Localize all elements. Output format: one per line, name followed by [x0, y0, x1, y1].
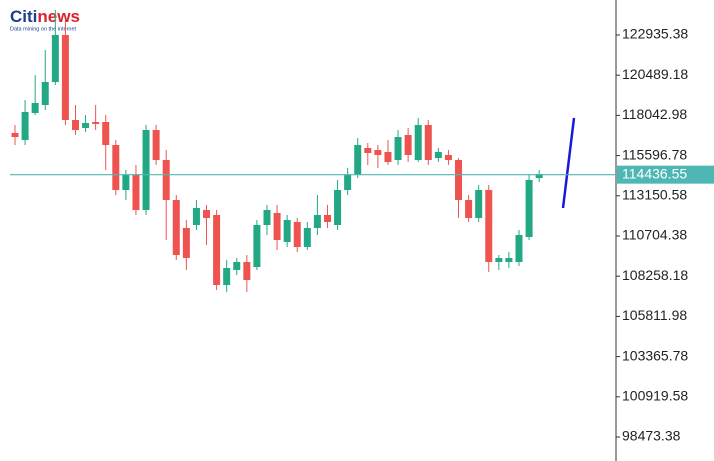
y-tick-label: 113150.58 — [622, 187, 687, 203]
candle-body — [162, 159, 170, 200]
candle-body — [293, 222, 301, 247]
candle-body — [434, 152, 442, 159]
candle-body — [61, 35, 69, 120]
logo-tagline: Data mining on the internet — [10, 26, 77, 32]
candle-body — [71, 119, 79, 131]
candle-body — [525, 179, 533, 238]
candle-body — [11, 132, 19, 138]
logo-text: Citinews — [10, 7, 80, 26]
candle-body — [223, 268, 231, 286]
y-tick-label: 120489.18 — [622, 66, 688, 82]
candle-body — [92, 122, 100, 124]
candle-body — [334, 190, 342, 225]
logo-main: Citi — [10, 7, 37, 26]
candle-body — [263, 210, 271, 225]
candle-body — [182, 228, 190, 258]
candle-body — [414, 124, 422, 160]
candle-body — [283, 219, 291, 243]
price-label-box — [617, 165, 714, 184]
candle-body — [303, 228, 311, 247]
candle-body — [515, 235, 523, 263]
candle-body — [41, 82, 49, 105]
y-tick-label: 110704.38 — [622, 227, 687, 243]
candle-body — [535, 174, 543, 179]
candle-body — [233, 262, 241, 271]
candle-body — [82, 123, 90, 129]
candle-body — [192, 208, 200, 225]
candle-body — [132, 175, 140, 211]
y-tick-label: 103365.78 — [622, 347, 688, 363]
candle-body — [112, 144, 120, 191]
candle-body — [51, 35, 59, 83]
projection-line — [561, 117, 576, 209]
y-tick-label: 98473.38 — [622, 428, 681, 444]
candle-body — [505, 257, 513, 263]
y-tick-label: 115596.78 — [622, 146, 687, 162]
y-tick-label: 108258.18 — [622, 267, 688, 283]
candle-body — [142, 130, 150, 211]
candle-body — [394, 137, 402, 160]
candle-body — [495, 257, 503, 263]
candle-body — [424, 124, 432, 160]
candle-body — [344, 175, 352, 191]
candle-body — [374, 150, 382, 156]
candle-body — [152, 130, 160, 160]
candle-body — [243, 262, 251, 280]
candle-body — [485, 190, 493, 263]
candle-body — [444, 155, 452, 160]
candle-body — [313, 215, 321, 229]
candle-body — [172, 199, 180, 256]
candle-body — [404, 135, 412, 156]
candle-body — [384, 152, 392, 163]
candle-body — [323, 215, 331, 223]
candle-body — [122, 175, 130, 191]
candle-body — [354, 144, 362, 176]
candle-body — [21, 111, 29, 140]
candle-body — [465, 199, 473, 219]
y-tick-label: 100919.58 — [622, 388, 688, 404]
candle-body — [273, 212, 281, 240]
y-tick-label: 118042.98 — [622, 106, 687, 122]
candle-body — [102, 122, 110, 145]
candle-body — [253, 224, 261, 267]
candle-body — [475, 190, 483, 219]
logo-accent: news — [37, 7, 80, 26]
y-tick-label: 122935.38 — [622, 26, 688, 42]
candle-body — [213, 215, 221, 286]
y-tick-label: 105811.98 — [622, 307, 687, 323]
price-label: 114436.55 — [622, 165, 687, 181]
candle-body — [203, 210, 211, 219]
candle-body — [364, 148, 372, 153]
logo: Citinews Data mining on the internet — [10, 7, 80, 32]
candle-body — [31, 103, 39, 113]
candle-body — [455, 159, 463, 200]
